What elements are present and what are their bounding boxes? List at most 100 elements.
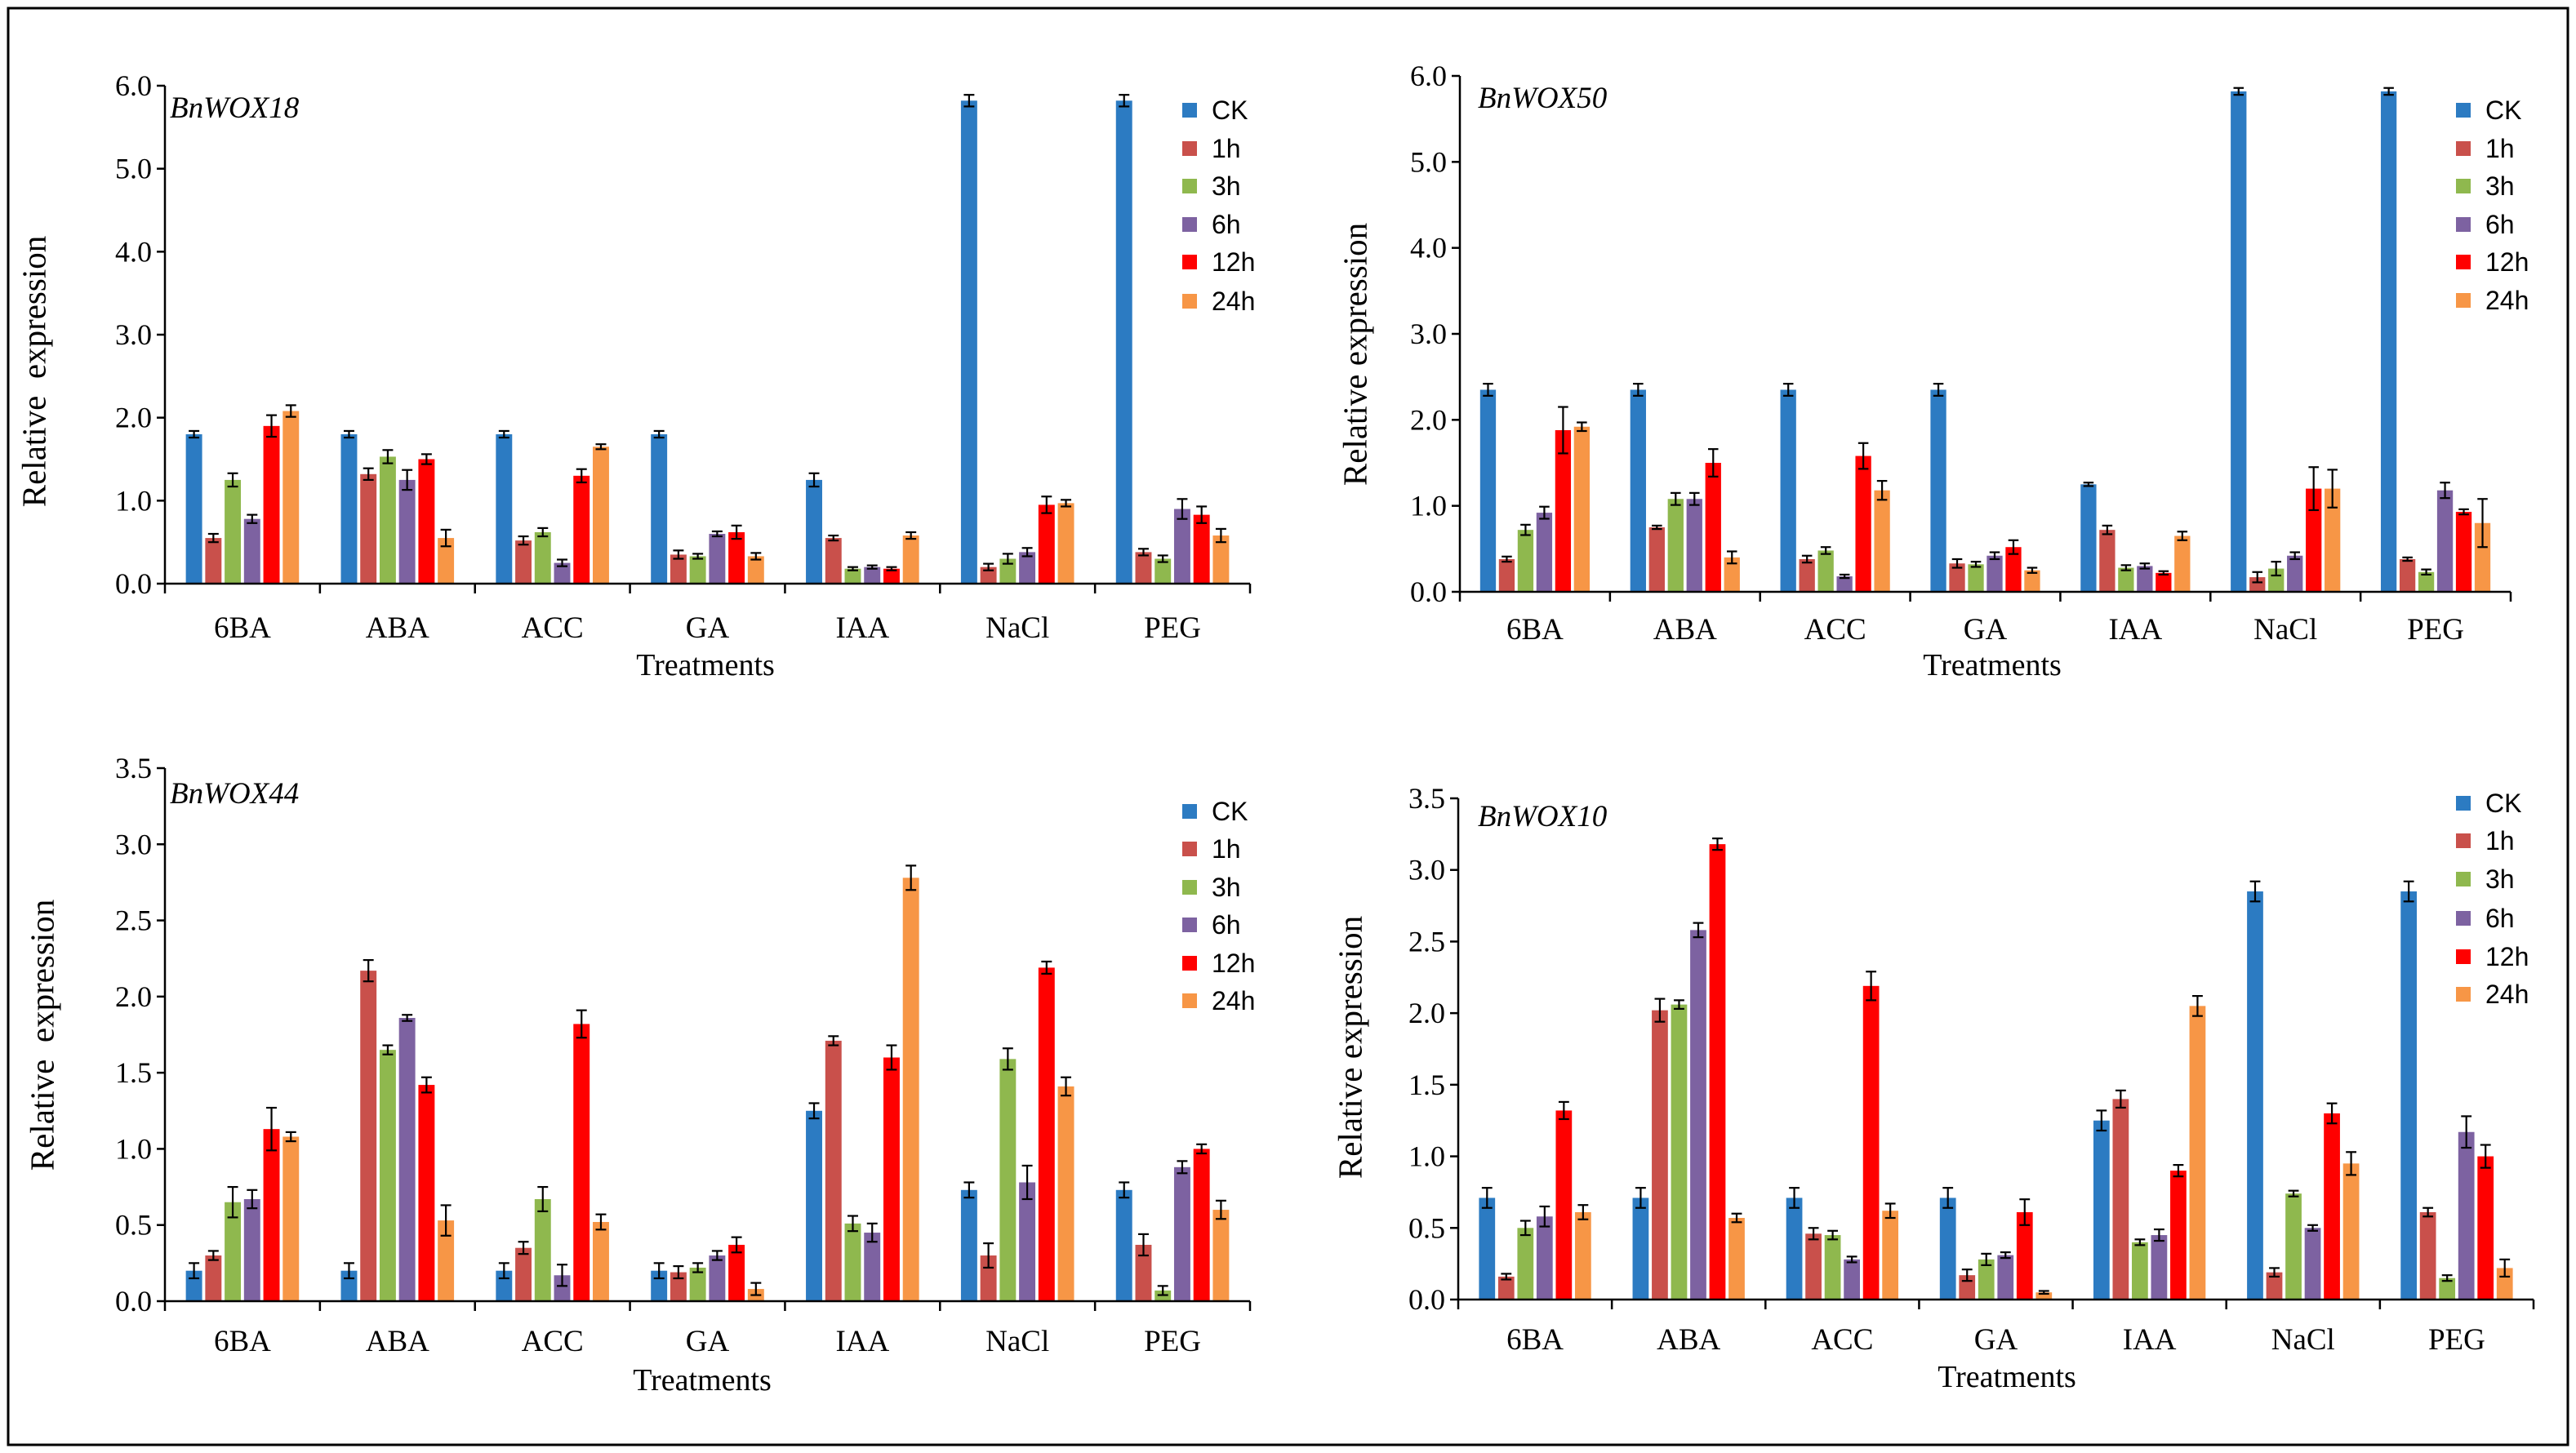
error-bar-peg-1h (1137, 1233, 1149, 1257)
bar-aba-ck (340, 434, 358, 584)
error-bar-peg-24h (2499, 1258, 2511, 1278)
bar-6ba-1h (1497, 1276, 1515, 1300)
error-bar-aba-6h (1689, 491, 1700, 506)
bar-iaa-12h (883, 568, 900, 584)
error-bar-peg-ck (2383, 87, 2394, 96)
bar-nacl-6h (1019, 552, 1036, 584)
bar-acc-1h (1805, 1233, 1822, 1300)
bar-acc-24h (1882, 1211, 1899, 1300)
y-tick-label: 2.0 (115, 402, 152, 434)
y-tick-label: 6.0 (115, 69, 152, 102)
error-bar-6ba-12h (266, 1106, 278, 1152)
bar-nacl-12h (1038, 967, 1055, 1301)
y-tick-label: 4.0 (115, 235, 152, 268)
legend-swatch-ck (1182, 103, 1197, 118)
bar-iaa-6h (864, 567, 881, 584)
error-bar-peg-ck (1119, 94, 1130, 108)
legend-swatch-ck (2456, 103, 2471, 118)
error-bar-iaa-3h (2120, 564, 2132, 571)
bar-6ba-1h (205, 1255, 222, 1301)
error-bar-aba-3h (1674, 999, 1684, 1010)
bar-iaa-6h (2137, 566, 2153, 592)
error-bar-ga-ck (653, 1262, 665, 1280)
bar-iaa-ck (2093, 1120, 2110, 1300)
legend-swatch-ck (1182, 804, 1197, 819)
bar-6ba-6h (1536, 1216, 1553, 1300)
bar-iaa-ck (806, 479, 822, 584)
error-bar-6ba-1h (207, 1250, 219, 1261)
error-bar-aba-ck (343, 1262, 354, 1280)
error-bar-6ba-1h (207, 532, 219, 544)
error-bar-iaa-6h (866, 564, 878, 570)
bar-iaa-3h (844, 1223, 861, 1301)
bar-iaa-ck (2080, 484, 2097, 592)
bar-6ba-1h (205, 538, 222, 584)
bar-acc-1h (1799, 558, 1815, 592)
error-bar-aba-1h (363, 467, 374, 482)
bar-ga-3h (689, 556, 706, 584)
bar-ga-12h (2016, 1211, 2033, 1300)
error-bar-ga-12h (731, 1236, 742, 1254)
error-bar-nacl-1h (2252, 571, 2263, 584)
bar-iaa-3h (2132, 1242, 2148, 1300)
category-label-6ba: 6BA (1506, 1323, 1564, 1357)
legend-swatch-12h (1182, 956, 1197, 971)
bar-nacl-6h (1019, 1182, 1036, 1301)
error-bar-peg-24h (1215, 1199, 1226, 1220)
chart-title: BnWOX18 (170, 91, 300, 125)
legend-label-12h: 12h (1212, 247, 1255, 277)
bar-iaa-12h (883, 1057, 900, 1301)
error-bar-6ba-3h (227, 1185, 238, 1219)
legend-label-1h: 1h (2485, 134, 2515, 163)
category-label-6ba: 6BA (214, 1325, 271, 1358)
bar-ga-1h (670, 1272, 687, 1301)
error-bar-iaa-1h (2102, 524, 2113, 535)
error-bar-iaa-12h (2173, 1163, 2184, 1178)
bar-acc-12h (1855, 455, 1871, 592)
bar-peg-12h (2455, 512, 2472, 592)
bar-6ba-24h (1574, 1211, 1591, 1300)
y-tick-label: 1.0 (1410, 490, 1447, 522)
category-label-ga: GA (686, 611, 730, 645)
legend-label-1h: 1h (2485, 826, 2515, 855)
error-bar-aba-3h (382, 449, 394, 464)
y-tick-label: 1.0 (115, 484, 152, 517)
bar-peg-ck (1115, 100, 1132, 584)
y-tick-label: 0.5 (115, 1209, 152, 1242)
category-label-aba: ABA (366, 611, 429, 645)
legend-label-24h: 24h (1212, 986, 1255, 1015)
chart-bnwox10: 0.0 0.5 1.0 1.5 2.0 2.5 3.0 3.5 6BA ABA ACC GA IAA Na… (1331, 782, 2535, 1394)
bar-6ba-6h (1536, 513, 1553, 592)
chart-title: BnWOX10 (1478, 800, 1608, 833)
error-bar-6ba-ck (189, 1262, 200, 1280)
error-bar-aba-24h (1731, 1212, 1742, 1224)
category-label-6ba: 6BA (214, 611, 271, 645)
bar-peg-3h (2418, 571, 2435, 592)
error-bar-acc-12h (576, 1009, 587, 1039)
category-label-acc: ACC (1811, 1323, 1873, 1357)
error-bar-iaa-12h (2158, 570, 2169, 576)
y-tick-label: 5.0 (115, 153, 152, 185)
bar-6ba-3h (1517, 1228, 1534, 1300)
y-tick-label: 0.5 (1408, 1211, 1445, 1244)
category-label-peg: PEG (2407, 613, 2464, 647)
bar-acc-24h (593, 447, 609, 584)
error-bar-6ba-3h (227, 472, 238, 488)
error-bar-peg-6h (1177, 1160, 1188, 1175)
bar-iaa-6h (864, 1233, 881, 1301)
legend-label-1h: 1h (1212, 834, 1241, 864)
category-label-peg: PEG (1144, 1325, 1201, 1358)
error-bar-ga-3h (1981, 1252, 1992, 1266)
legend-swatch-24h (1182, 993, 1197, 1008)
error-bar-aba-1h (363, 958, 374, 983)
error-bar-6ba-24h (1577, 1204, 1589, 1220)
error-bar-iaa-1h (2115, 1089, 2126, 1109)
legend-label-12h: 12h (2485, 942, 2529, 971)
legend-swatch-24h (2456, 987, 2471, 1002)
category-label-ga: GA (686, 1325, 730, 1358)
bar-aba-24h (438, 1220, 455, 1301)
error-bar-aba-6h (402, 469, 413, 491)
legend-swatch-12h (1182, 255, 1197, 269)
bar-peg-1h (2399, 558, 2416, 592)
error-bar-ga-6h (1989, 551, 2000, 561)
